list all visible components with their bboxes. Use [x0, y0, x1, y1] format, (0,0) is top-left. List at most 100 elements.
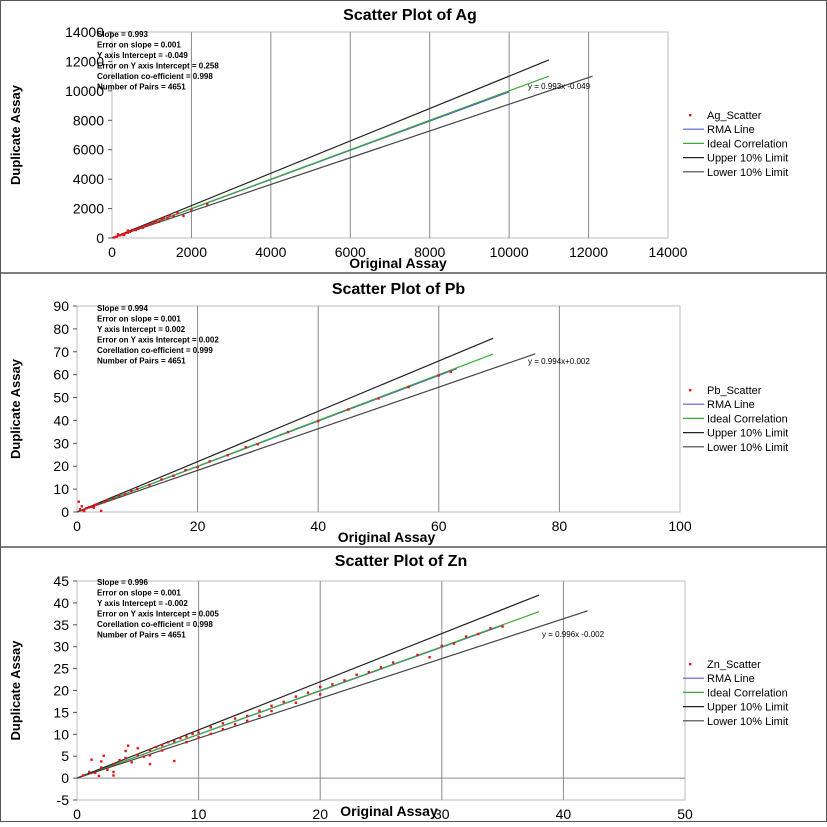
scatter-point — [141, 226, 145, 229]
scatter-point — [94, 771, 97, 775]
scatter-point — [154, 219, 157, 223]
scatter-point — [226, 454, 229, 457]
scatter-point — [258, 709, 261, 712]
stats-line: Error on Y axis Intercept = 0.258 — [97, 62, 219, 71]
legend-entry: RMA Line — [707, 399, 755, 411]
y-axis-label: Duplicate Assay — [8, 640, 23, 741]
legend-entry: Upper 10% Limit — [707, 428, 788, 440]
scatter-point — [367, 670, 371, 674]
scatter-point — [331, 683, 334, 686]
scatter-point — [197, 731, 200, 734]
scatter-point — [160, 217, 163, 221]
scatter-point — [464, 635, 468, 638]
scatter-point — [106, 768, 109, 771]
scatter-point — [306, 691, 310, 694]
scatter-point — [78, 508, 82, 511]
scatter-point — [100, 760, 103, 763]
legend-marker — [689, 114, 692, 117]
stats-line: Y axis Intercept = -0.049 — [97, 51, 188, 60]
scatter-point — [149, 222, 153, 226]
scatter-point — [440, 644, 443, 648]
scatter-point — [407, 385, 410, 389]
scatter-point — [77, 500, 81, 503]
scatter-point — [347, 408, 350, 411]
x-tick-label: 0 — [73, 518, 81, 534]
y-tick-label: 80 — [53, 321, 69, 337]
x-tick-label: 2000 — [176, 244, 207, 260]
scatter-point — [84, 507, 88, 510]
scatter-point — [130, 761, 133, 764]
series-line-upper-10-limit — [76, 337, 494, 513]
scatter-point — [115, 235, 118, 238]
scatter-point — [81, 774, 85, 777]
scatter-point — [319, 685, 322, 689]
scatter-point — [99, 509, 103, 513]
legend-entry: Ag_Scatter — [707, 110, 762, 122]
scatter-point — [118, 758, 121, 762]
scatter-point — [173, 740, 176, 743]
scatter-point — [131, 228, 134, 231]
x-axis-label: Original Assay — [349, 255, 447, 271]
scatter-point — [160, 744, 164, 747]
x-tick-label: 100 — [668, 518, 692, 534]
stats-line: Error on slope = 0.001 — [97, 315, 181, 324]
legend-marker — [689, 389, 692, 392]
legend-entry: Zn_Scatter — [707, 659, 761, 671]
series-line-ideal-correlation — [76, 611, 540, 779]
series-line-upper-10-limit — [76, 594, 540, 779]
stats-line: Corellation co-efficient = 0.998 — [97, 72, 213, 81]
series-line-lower-10-limit — [76, 353, 536, 513]
x-tick-label: 12000 — [569, 244, 608, 260]
y-tick-label: 12000 — [65, 53, 104, 69]
scatter-point — [146, 223, 149, 227]
legend-entry: Lower 10% Limit — [707, 442, 788, 454]
scatter-point — [87, 770, 91, 774]
y-tick-label: 30 — [53, 639, 69, 655]
stats-line: Error on slope = 0.001 — [97, 589, 181, 598]
scatter-point — [377, 397, 380, 400]
scatter-point — [343, 679, 346, 682]
legend-entry: Upper 10% Limit — [707, 153, 788, 165]
y-tick-label: 8000 — [73, 112, 104, 128]
scatter-point — [168, 214, 171, 217]
x-tick-label: 0 — [73, 806, 81, 822]
stats-line: Number of Pairs = 4651 — [97, 631, 186, 640]
stats-line: Slope = 0.994 — [97, 304, 148, 313]
scatter-point — [160, 478, 163, 481]
y-tick-label: 0 — [96, 230, 104, 246]
scatter-point — [136, 747, 139, 750]
x-axis-label: Original Assay — [338, 529, 436, 545]
scatter-point — [185, 735, 188, 738]
x-tick-label: 50 — [677, 806, 693, 822]
x-tick-label: 8000 — [414, 244, 445, 260]
scatter-point — [126, 231, 130, 234]
stats-line: Error on Y axis Intercept = 0.005 — [97, 610, 219, 619]
scatter-point — [148, 762, 152, 766]
scatter-point — [221, 722, 225, 725]
stats-line: Slope = 0.993 — [97, 30, 148, 39]
scatter-point — [197, 736, 200, 739]
scatter-point — [126, 744, 130, 747]
y-tick-label: 2000 — [73, 201, 104, 217]
y-tick-label: 60 — [53, 367, 69, 383]
legend-marker — [689, 663, 692, 666]
chart-title: Scatter Plot of Ag — [343, 7, 477, 24]
scatter-point — [83, 509, 86, 513]
scatter-point — [112, 774, 115, 777]
y-tick-label: 20 — [53, 458, 69, 474]
x-tick-label: 60 — [431, 518, 447, 534]
y-tick-label: 6000 — [73, 142, 104, 158]
plot-area — [76, 305, 681, 513]
scatter-point — [173, 759, 176, 763]
scatter-point — [90, 505, 94, 508]
regression-equation: y = 0.996x -0.002 — [542, 630, 605, 639]
scatter-point — [166, 216, 169, 219]
scatter-point — [319, 693, 322, 696]
y-tick-label: 45 — [53, 573, 69, 589]
scatter-point — [123, 232, 126, 235]
y-tick-label: 90 — [53, 298, 69, 314]
scatter-point — [179, 737, 182, 740]
scatter-point — [191, 732, 194, 736]
